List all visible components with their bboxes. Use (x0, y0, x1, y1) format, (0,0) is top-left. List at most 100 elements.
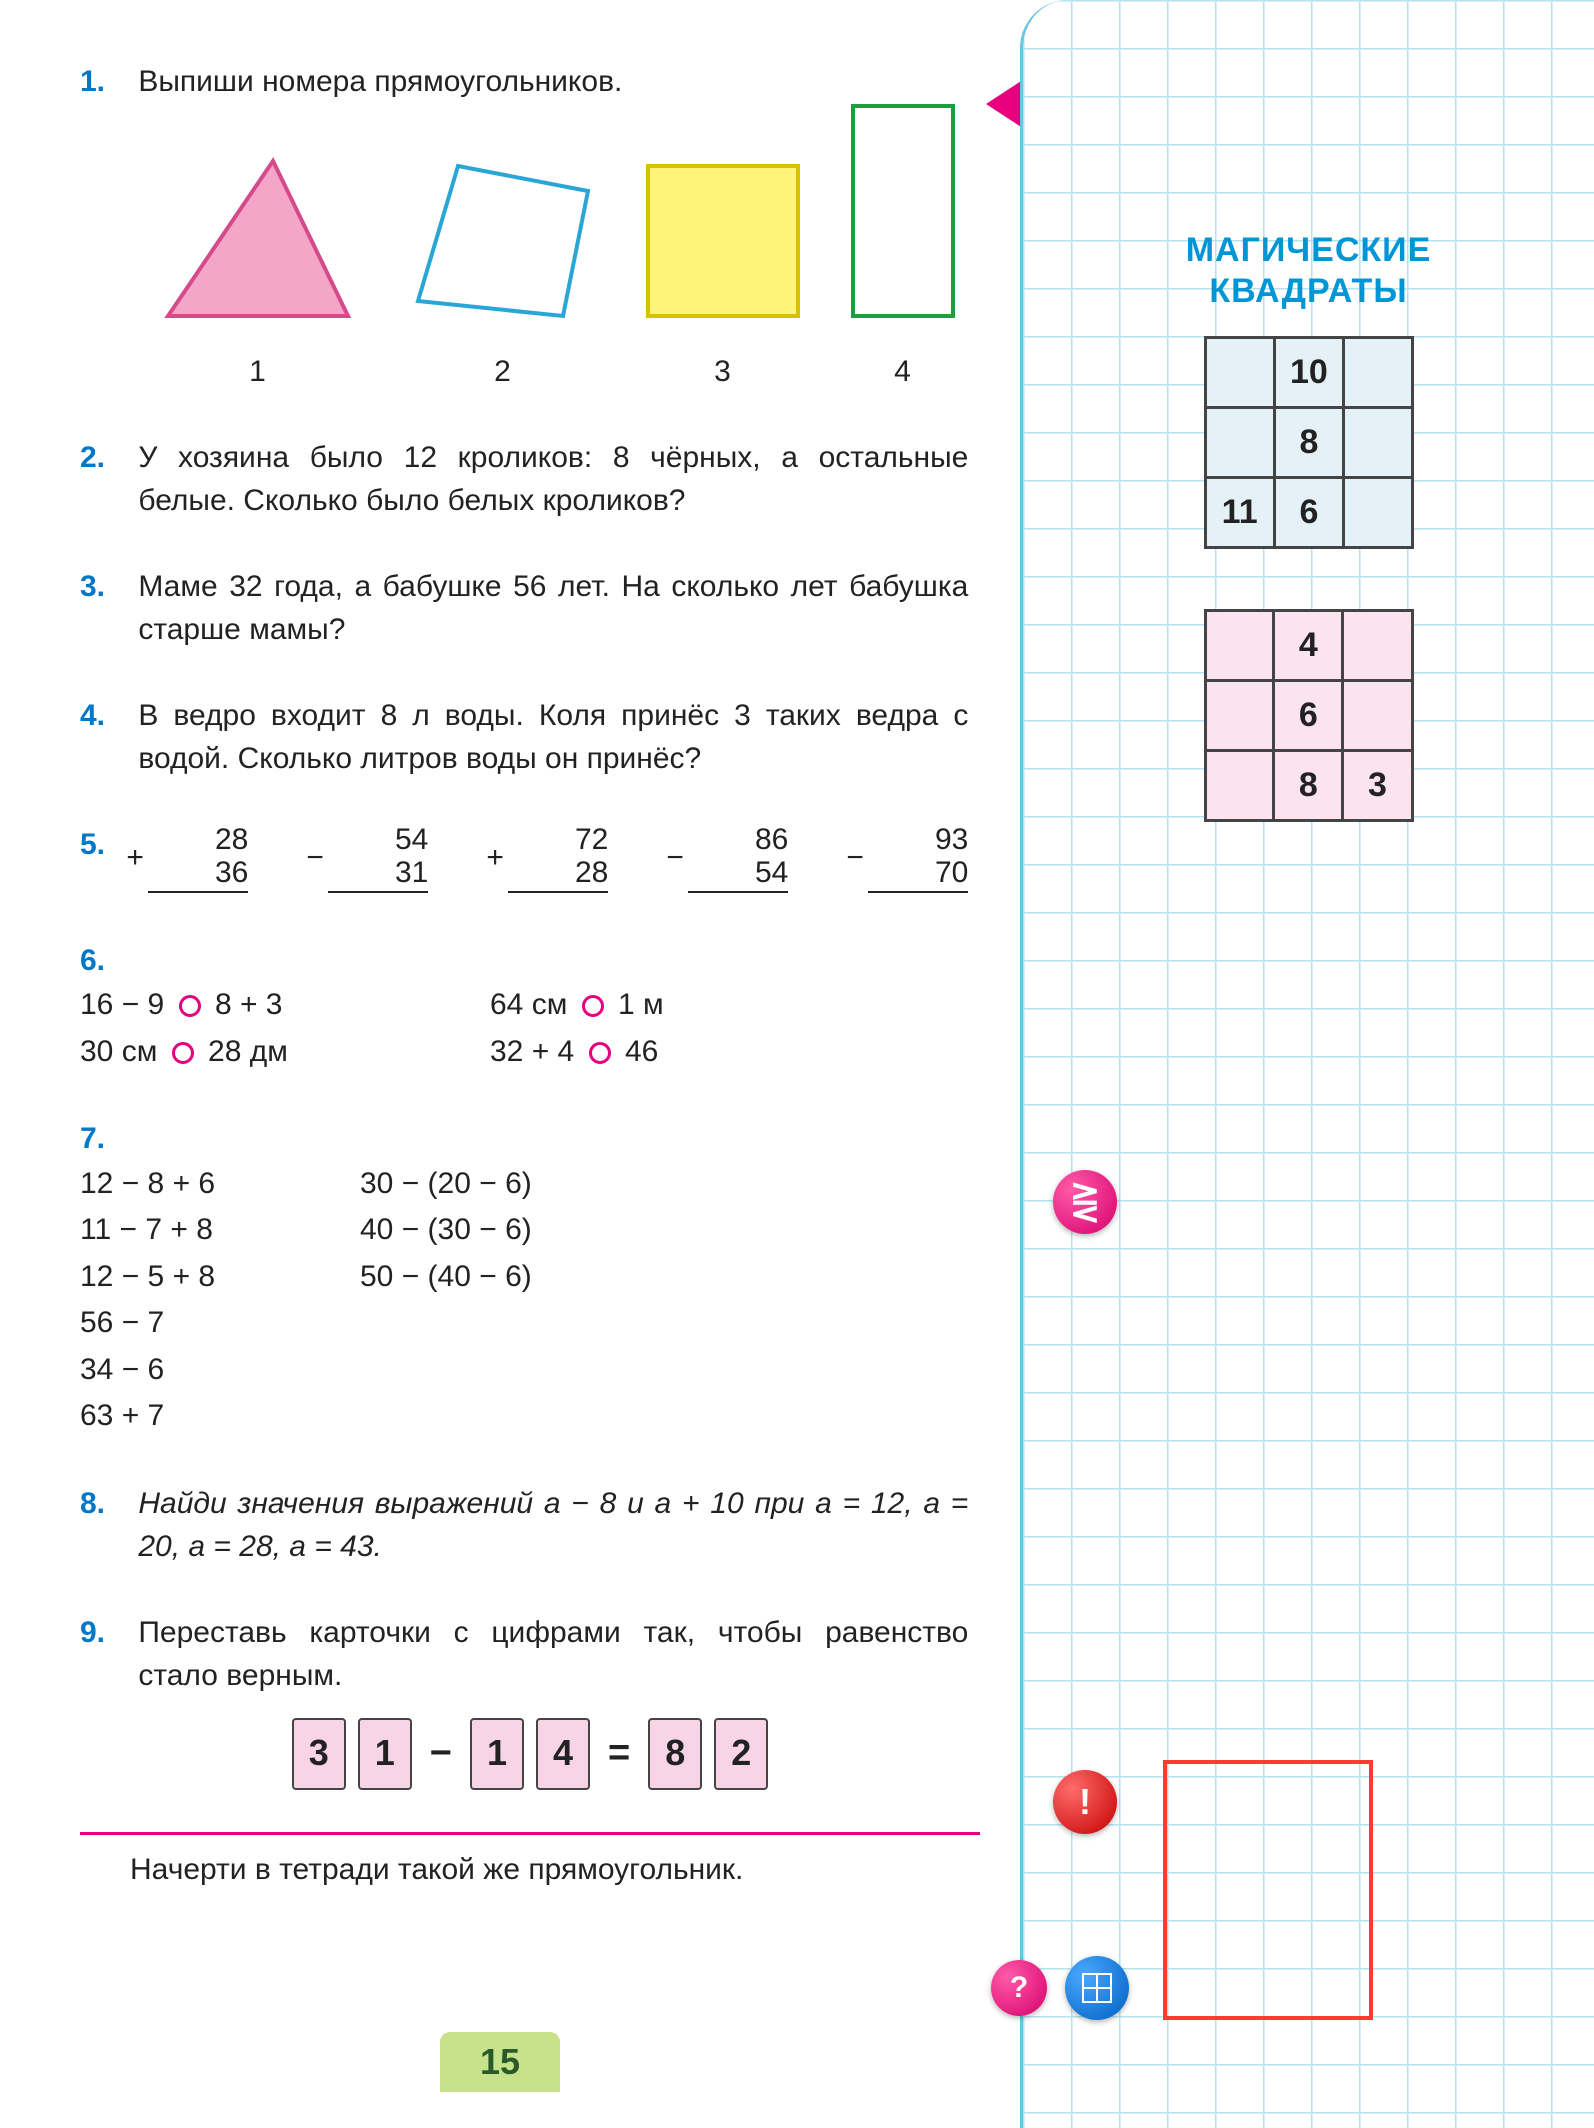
sq1-c12 (1344, 407, 1412, 477)
ex6-r3: 1 м (618, 988, 664, 1021)
shape-4: 4 (843, 96, 963, 394)
rectangle-icon (843, 96, 963, 326)
ex6-row2: 30 см 28 дм (80, 1029, 490, 1076)
ex6-r4: 46 (625, 1035, 658, 1068)
task-2-num: 2. (80, 436, 130, 480)
task-9-num: 9. (80, 1611, 130, 1655)
task-2: 2. У хозяина было 12 кроликов: 8 чёрных,… (80, 436, 980, 523)
sq2-c21: 8 (1274, 750, 1343, 820)
card-op-minus: − (424, 1726, 458, 1781)
ex7-c1-2: 12 − 5 + 8 (80, 1254, 360, 1301)
arith-1-line (148, 891, 248, 897)
shape-3: 3 (638, 146, 808, 394)
ex7-c3-0: 56 − 7 (80, 1300, 360, 1347)
magic-square-2: 4 6 83 (1204, 609, 1414, 822)
arith-3-line (508, 891, 608, 897)
task-5: 5. + 28 36 − 54 31 + 72 28 (80, 823, 980, 897)
arith-2: − 54 31 (328, 823, 428, 897)
card-op-eq: = (602, 1726, 636, 1781)
sidebar-title: МАГИЧЕСКИЕ КВАДРАТЫ (1023, 230, 1594, 312)
arith-3-b: 28 (508, 856, 608, 889)
arith-3: + 72 28 (508, 823, 608, 897)
ex7-c1-1: 11 − 7 + 8 (80, 1207, 360, 1254)
task-2-text: У хозяина было 12 кроликов: 8 чёрных, а … (138, 436, 968, 523)
card-6: 2 (714, 1718, 768, 1790)
sq1-c20: 11 (1205, 477, 1274, 547)
arith-1-b: 36 (148, 856, 248, 889)
footer-task: Начерти в тетради такой же прямоугольник… (130, 1853, 980, 1887)
sq1-c02 (1344, 337, 1412, 407)
task-3: 3. Маме 32 года, а бабушке 56 лет. На ск… (80, 565, 980, 652)
sq1-c11: 8 (1274, 407, 1343, 477)
ex6-l4: 32 + 4 (490, 1035, 574, 1068)
ex6-col2: 64 см 1 м 32 + 4 46 (490, 982, 900, 1075)
ex7-col1: 12 − 8 + 6 11 − 7 + 8 12 − 5 + 8 (80, 1161, 360, 1301)
sq2-c22: 3 (1343, 750, 1412, 820)
shape-2-label: 2 (403, 350, 603, 394)
task-7: 7. 12 − 8 + 6 11 − 7 + 8 12 − 5 + 8 30 −… (80, 1117, 980, 1440)
ex7-c2-2: 50 − (40 − 6) (360, 1254, 640, 1301)
exclamation-icon: ! (1053, 1770, 1117, 1834)
quadrilateral-icon (403, 146, 603, 326)
sq1-c10 (1205, 407, 1274, 477)
sidebar-title-2: КВАДРАТЫ (1023, 271, 1594, 312)
card-2: 1 (358, 1718, 412, 1790)
task-8-num: 8. (80, 1482, 130, 1526)
task-5-num: 5. (80, 823, 130, 867)
divider (80, 1832, 980, 1835)
main-content: 1. Выпиши номера прямоугольников. 1 2 3 (80, 60, 980, 1887)
task-7-num: 7. (80, 1117, 130, 1161)
arith-4-a: 86 (688, 823, 788, 856)
shapes-row: 1 2 3 4 (130, 134, 980, 394)
ex6-l2: 30 см (80, 1035, 157, 1068)
sq2-c12 (1343, 680, 1412, 750)
task-3-text: Маме 32 года, а бабушке 56 лет. На сколь… (138, 565, 968, 652)
ex7-col2: 30 − (20 − 6) 40 − (30 − 6) 50 − (40 − 6… (360, 1161, 640, 1301)
arith-5-a: 93 (868, 823, 968, 856)
sq2-c02 (1343, 610, 1412, 680)
ex6-r2: 28 дм (208, 1035, 288, 1068)
red-rectangle (1163, 1760, 1373, 2020)
ex6-l1: 16 − 9 (80, 988, 164, 1021)
ex7-col3: 56 − 7 34 − 6 63 + 7 (80, 1300, 360, 1440)
sq2-c10 (1205, 680, 1274, 750)
task-6-body: 16 − 9 8 + 3 30 см 28 дм 64 см 1 м 32 + … (80, 982, 910, 1075)
compare-circle-icon (582, 995, 604, 1017)
magic-square-1: 10 8 116 (1204, 336, 1414, 549)
arith-4: − 86 54 (688, 823, 788, 897)
sq1-c22 (1344, 477, 1412, 547)
arith-2-op: − (306, 841, 324, 874)
ex7-c1-0: 12 − 8 + 6 (80, 1161, 360, 1208)
card-4: 4 (536, 1718, 590, 1790)
task-1: 1. Выпиши номера прямоугольников. 1 2 3 (80, 60, 980, 394)
shape-3-label: 3 (638, 350, 808, 394)
compare-circle-icon (589, 1042, 611, 1064)
arith-2-b: 31 (328, 856, 428, 889)
shape-4-label: 4 (843, 350, 963, 394)
arith-5-b: 70 (868, 856, 968, 889)
sq2-c00 (1205, 610, 1274, 680)
sq2-c01: 4 (1274, 610, 1343, 680)
task-7-body: 12 − 8 + 6 11 − 7 + 8 12 − 5 + 8 30 − (2… (80, 1161, 910, 1440)
task-4-text: В ведро входит 8 л воды. Коля принёс 3 т… (138, 694, 968, 781)
sq1-c21: 6 (1274, 477, 1343, 547)
arith-2-a: 54 (328, 823, 428, 856)
arith-5: − 93 70 (868, 823, 968, 897)
task-9-text: Переставь карточки с цифрами так, чтобы … (138, 1611, 968, 1698)
arith-row: + 28 36 − 54 31 + 72 28 (148, 823, 968, 897)
shape-1-label: 1 (148, 350, 368, 394)
task-8: 8. Найди значения выражений a − 8 и a + … (80, 1482, 980, 1569)
page-number: 15 (440, 2032, 560, 2092)
arith-3-a: 72 (508, 823, 608, 856)
arith-1-op: + (126, 841, 144, 874)
compare-circle-icon (179, 995, 201, 1017)
compare-icon: ⋛ (1053, 1170, 1117, 1234)
cards-row: 3 1 − 1 4 = 8 2 (80, 1718, 980, 1790)
arith-4-line (688, 891, 788, 897)
grid-icon (1065, 1956, 1129, 2020)
ex6-row4: 32 + 4 46 (490, 1029, 900, 1076)
task-3-num: 3. (80, 565, 130, 609)
sidebar: МАГИЧЕСКИЕ КВАДРАТЫ 10 8 116 4 6 83 ⋛ ! … (1020, 0, 1594, 2128)
task-4-num: 4. (80, 694, 130, 738)
shape-1: 1 (148, 146, 368, 394)
